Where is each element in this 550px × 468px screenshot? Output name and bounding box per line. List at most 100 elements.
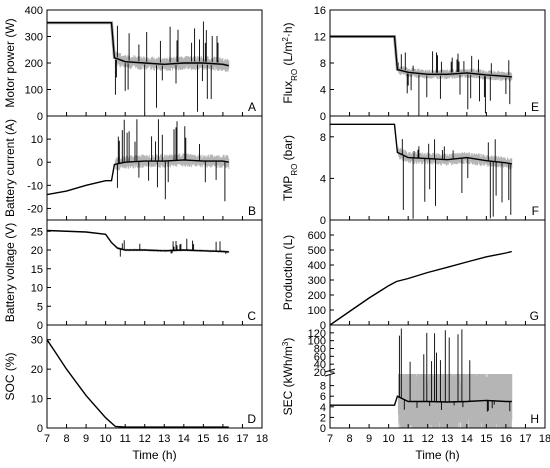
x-axis-label: Time (h) <box>415 448 459 462</box>
y-axis-label: SEC (kWh/m3) <box>281 338 296 416</box>
y-tick-label: 12 <box>314 32 326 44</box>
y-tick-label: 300 <box>25 32 43 44</box>
y-tick-label: 0 <box>320 423 326 435</box>
x-tick-label: 13 <box>441 433 453 445</box>
panel-d: 0 10 20 30 7 8 9 10 11 12 13 14 15 16 17 18 Time (h) D SOC… <box>3 324 268 462</box>
x-tick-label: 15 <box>480 433 492 445</box>
y-tick-label: 15 <box>31 264 43 276</box>
y-tick-label: 400 <box>25 5 43 17</box>
x-tick-label: 10 <box>383 433 395 445</box>
x-tick-label: 7 <box>44 433 50 445</box>
plot-area <box>47 21 230 112</box>
x-tick-label: 12 <box>422 433 434 445</box>
x-tick-label: 18 <box>539 433 550 445</box>
series-line <box>47 159 229 196</box>
y-tick-label: 8 <box>320 381 326 393</box>
x-tick-label: 16 <box>500 433 512 445</box>
axis-break-mark <box>324 368 336 377</box>
y-tick-label: 0 <box>320 320 326 332</box>
y-tick-label: 5 <box>37 301 43 313</box>
y-tick-label: 0 <box>37 111 43 123</box>
x-tick-label: 14 <box>178 433 190 445</box>
axes-frame <box>46 115 263 221</box>
panel-letter: F <box>532 204 539 218</box>
spike-marks <box>398 328 511 412</box>
series-line <box>47 339 229 428</box>
series-line <box>330 395 512 406</box>
spike-marks <box>114 21 219 112</box>
y-tick-label: 0 <box>37 320 43 332</box>
y-tick-label: 20 <box>314 367 326 379</box>
axes-frame <box>329 115 546 221</box>
series-line <box>330 123 512 165</box>
y-tick-label: 0 <box>37 157 43 169</box>
plot-area <box>47 339 229 428</box>
series-line <box>330 250 512 325</box>
y-tick-label: 4 <box>320 402 326 414</box>
y-axis-label: Battery voltage (V) <box>3 223 17 322</box>
y-tick-label: 20 <box>31 245 43 257</box>
axes-frame <box>46 324 263 429</box>
axis-break-left <box>326 372 334 375</box>
series-line <box>47 229 229 253</box>
y-tick-label: 200 <box>25 58 43 70</box>
y-tick-label: 600 <box>308 230 326 242</box>
axes-frame <box>46 219 263 326</box>
panel-f: 0 4 8 F TMPRO (bar) <box>281 115 546 227</box>
y-tick-label: 10 <box>31 283 43 295</box>
y-tick-label: 80 <box>314 344 326 356</box>
y-tick-label: 60 <box>314 351 326 363</box>
y-tick-label: 10 <box>31 134 43 146</box>
y-tick-label: -20 <box>27 203 43 215</box>
y-tick-label: 40 <box>314 359 326 371</box>
y-tick-label: 300 <box>308 275 326 287</box>
y-tick-label: -10 <box>27 180 43 192</box>
panel-c: 0 5 10 15 20 25 C Battery voltage (V) <box>3 219 263 332</box>
panel-g: 0 100 200 300 400 500 600 G Production (L) <box>281 219 546 332</box>
panel-e: 0 4 8 12 16 E FluxRO (L/m2·h) <box>281 5 546 123</box>
panel-b: -20 -10 0 10 B Battery current (A) <box>3 115 263 221</box>
plot-area <box>330 123 513 219</box>
x-axis-label: Time (h) <box>132 448 176 462</box>
y-axis-label: Battery current (A) <box>3 119 17 217</box>
y-tick-label: 400 <box>308 260 326 272</box>
y-tick-label: 0 <box>320 111 326 123</box>
y-tick-label: 100 <box>308 305 326 317</box>
x-tick-label: 9 <box>83 433 89 445</box>
y-axis-label: FluxRO (L/m2·h) <box>281 22 299 103</box>
y-tick-label: 2 <box>320 412 326 424</box>
axes-frame <box>329 219 546 326</box>
y-tick-label: 10 <box>31 394 43 406</box>
x-tick-label: 10 <box>100 433 112 445</box>
y-axis-label: Production (L) <box>281 235 295 310</box>
panel-letter: C <box>247 309 256 323</box>
y-tick-label: 4 <box>320 173 326 185</box>
x-tick-label: 7 <box>327 433 333 445</box>
series-line <box>47 22 229 67</box>
x-tick-label: 13 <box>158 433 170 445</box>
y-axis-label: TMPRO (bar) <box>281 135 299 201</box>
y-tick-label: 100 <box>25 85 43 97</box>
plot-area <box>47 229 230 257</box>
axes-frame <box>329 324 546 429</box>
y-axis-label: Motor power (W) <box>3 18 17 107</box>
y-tick-label: 6 <box>320 391 326 403</box>
x-tick-label: 9 <box>366 433 372 445</box>
x-tick-label: 11 <box>402 433 413 445</box>
panel-letter: A <box>248 100 256 114</box>
plot-area <box>330 328 513 428</box>
x-tick-label: 15 <box>197 433 209 445</box>
x-tick-label: 17 <box>519 433 531 445</box>
y-axis-label: SOC (%) <box>3 352 17 400</box>
y-tick-label: 25 <box>31 226 43 238</box>
plot-area <box>330 35 513 116</box>
x-tick-label: 17 <box>236 433 248 445</box>
spike-marks <box>397 51 511 116</box>
y-tick-label: 500 <box>308 245 326 257</box>
x-tick-label: 8 <box>346 433 352 445</box>
panel-letter: D <box>247 412 256 426</box>
panel-a: 0 100 200 300 400 A Motor power (W) <box>3 5 263 123</box>
y-tick-label: 8 <box>320 132 326 144</box>
y-tick-label: 100 <box>308 336 326 348</box>
